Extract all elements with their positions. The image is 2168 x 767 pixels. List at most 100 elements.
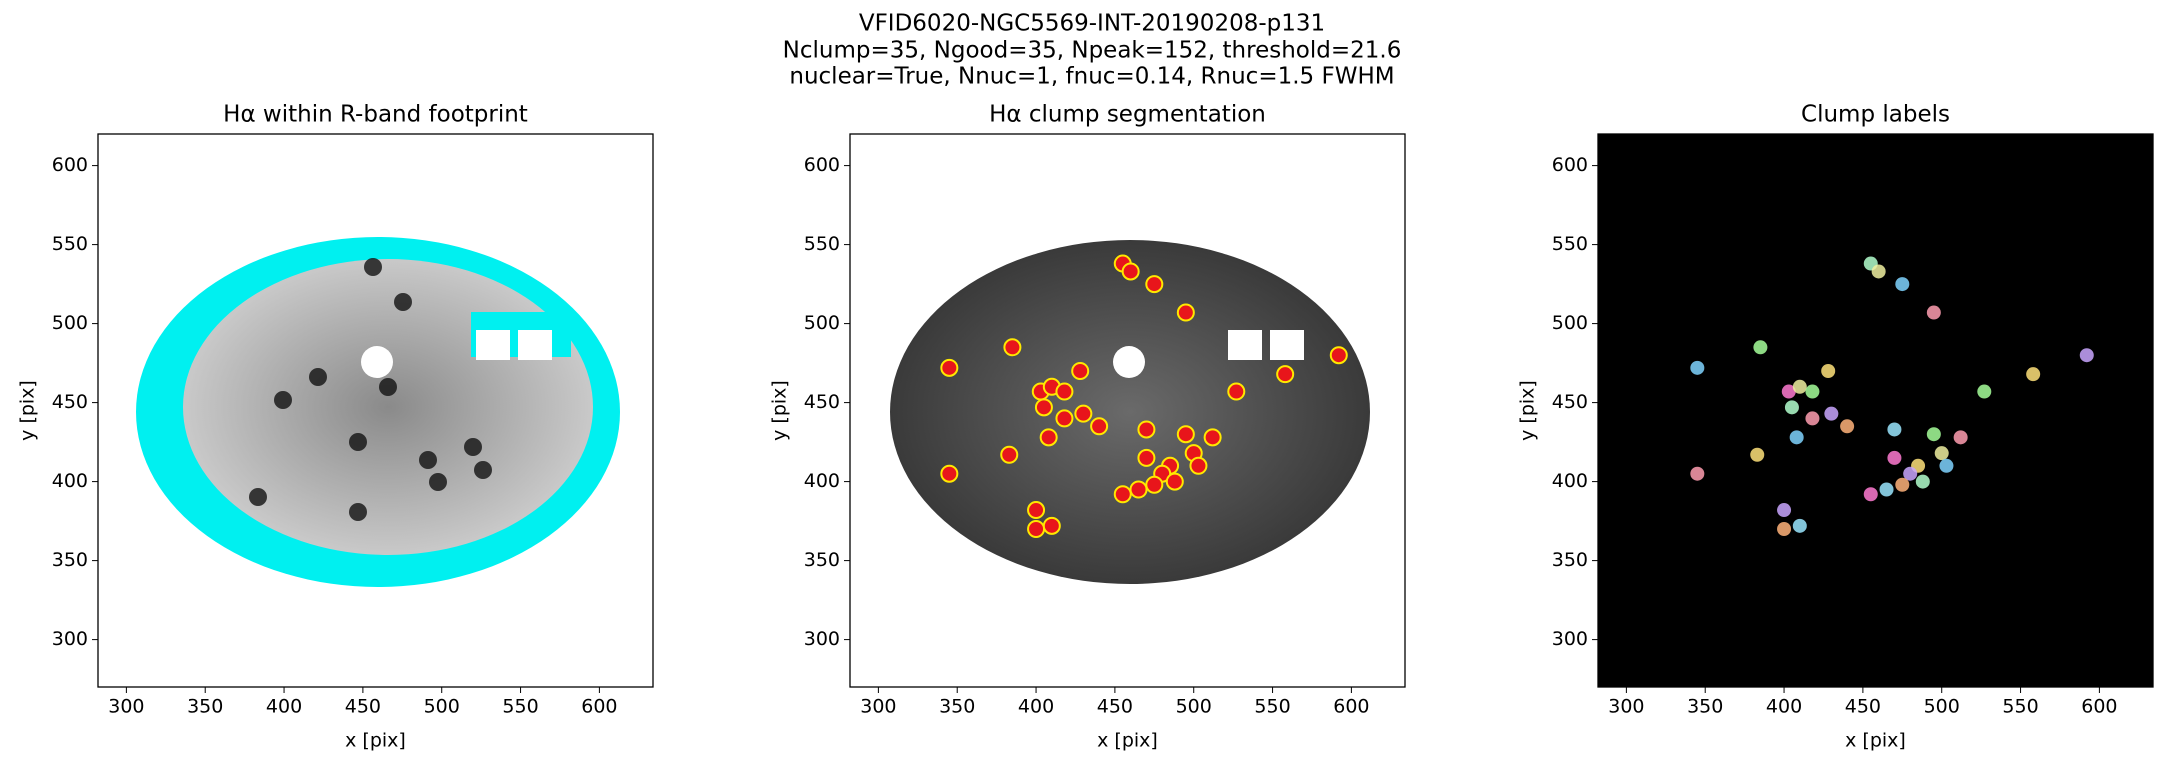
clump-blob [364,258,382,276]
x-tick-label: 450 [1845,696,1881,718]
clump-label [1792,379,1807,394]
masked-region [518,330,552,360]
clump-label [1805,384,1820,399]
panel-title: Clump labels [1801,102,1950,128]
x-tick-label: 600 [581,696,617,718]
clump-label [2026,367,2041,382]
axes-frame [1597,133,2154,688]
clump-marker [1203,428,1222,447]
x-tick-label: 500 [1176,696,1212,718]
clump-marker [1137,448,1156,467]
clump-marker [1034,398,1053,417]
clump-label [1895,277,1910,292]
clump-marker [1227,382,1246,401]
clump-label [1953,430,1968,445]
clump-label [1690,360,1705,375]
clump-marker [1003,338,1022,357]
clump-label [1934,446,1949,461]
clump-label [1821,364,1836,378]
plot-area [1598,134,2153,687]
y-tick-label: 500 [804,312,840,334]
clump-marker [1074,404,1093,423]
y-tick-label: 350 [1552,549,1588,571]
masked-region [361,346,393,378]
clump-label [1887,422,1902,437]
y-tick-label: 600 [52,154,88,176]
clump-marker [1329,346,1348,365]
clump-label [1753,340,1768,355]
clump-label [1939,458,1954,473]
y-tick-label: 500 [1552,312,1588,334]
clump-label [1879,482,1894,497]
clump-label [1792,518,1807,533]
clump-marker [1176,303,1195,322]
clump-blob [309,368,327,386]
x-tick-label: 400 [1766,696,1802,718]
x-tick-label: 500 [1924,696,1960,718]
x-tick-label: 350 [187,696,223,718]
y-tick-label: 450 [1552,391,1588,413]
y-tick-label: 300 [1552,628,1588,650]
x-tick-label: 400 [1018,696,1054,718]
masked-region [1270,330,1304,360]
x-tick-label: 300 [108,696,144,718]
y-tick-label: 500 [52,312,88,334]
clump-label [1871,264,1886,279]
plot-area [890,240,1370,584]
clump-label [1903,466,1918,481]
x-tick-label: 300 [860,696,896,718]
masked-region [1113,346,1145,378]
y-tick-label: 400 [804,470,840,492]
clump-label [1750,447,1765,462]
clump-label [1915,474,1930,489]
y-tick-label: 450 [52,391,88,413]
clump-marker [1129,480,1148,499]
clump-marker [1055,409,1074,428]
clump-blob [379,378,397,396]
clump-marker [1276,365,1295,384]
y-axis-label: y [pix] [769,380,791,441]
clump-label [1863,487,1878,502]
y-tick-label: 350 [52,549,88,571]
clump-label [1781,384,1796,399]
clump-marker [1113,485,1132,504]
y-tick-label: 550 [1552,233,1588,255]
y-tick-label: 600 [1552,154,1588,176]
clump-label [1887,450,1902,465]
clump-label [1926,427,1941,442]
clump-marker [1042,516,1061,535]
clump-marker [1145,275,1164,294]
clump-marker [1039,428,1058,447]
x-tick-label: 400 [266,696,302,718]
x-axis-label: x [pix] [1097,730,1158,752]
panel-title: Hα clump segmentation [989,102,1266,128]
x-tick-label: 600 [2081,696,2117,718]
clump-label [1777,522,1792,536]
suptitle: nuclear=True, Nnuc=1, fnuc=0.14, Rnuc=1.… [789,64,1394,90]
x-tick-label: 300 [1608,696,1644,718]
segmentation-map [890,240,1370,584]
x-axis-label: x [pix] [1845,730,1906,752]
clump-label [2079,348,2094,363]
y-axis-label: y [pix] [17,380,39,441]
clump-marker [1121,262,1140,281]
y-tick-label: 550 [52,233,88,255]
halpha-image [183,259,593,555]
clump-blob [274,391,292,409]
clump-marker [940,464,959,483]
y-tick-label: 550 [804,233,840,255]
clump-marker [940,358,959,377]
label-image [1598,134,2153,687]
x-tick-label: 550 [2002,696,2038,718]
clump-label [1789,430,1804,445]
x-tick-label: 450 [1097,696,1133,718]
clump-marker [1027,501,1046,520]
x-tick-label: 350 [939,696,975,718]
clump-label [1824,406,1839,421]
clump-marker [1189,456,1208,475]
clump-marker [1145,475,1164,494]
clump-blob [394,293,412,311]
clump-blob [349,503,367,521]
axes-frame [849,133,1406,688]
clump-label [1690,466,1705,481]
